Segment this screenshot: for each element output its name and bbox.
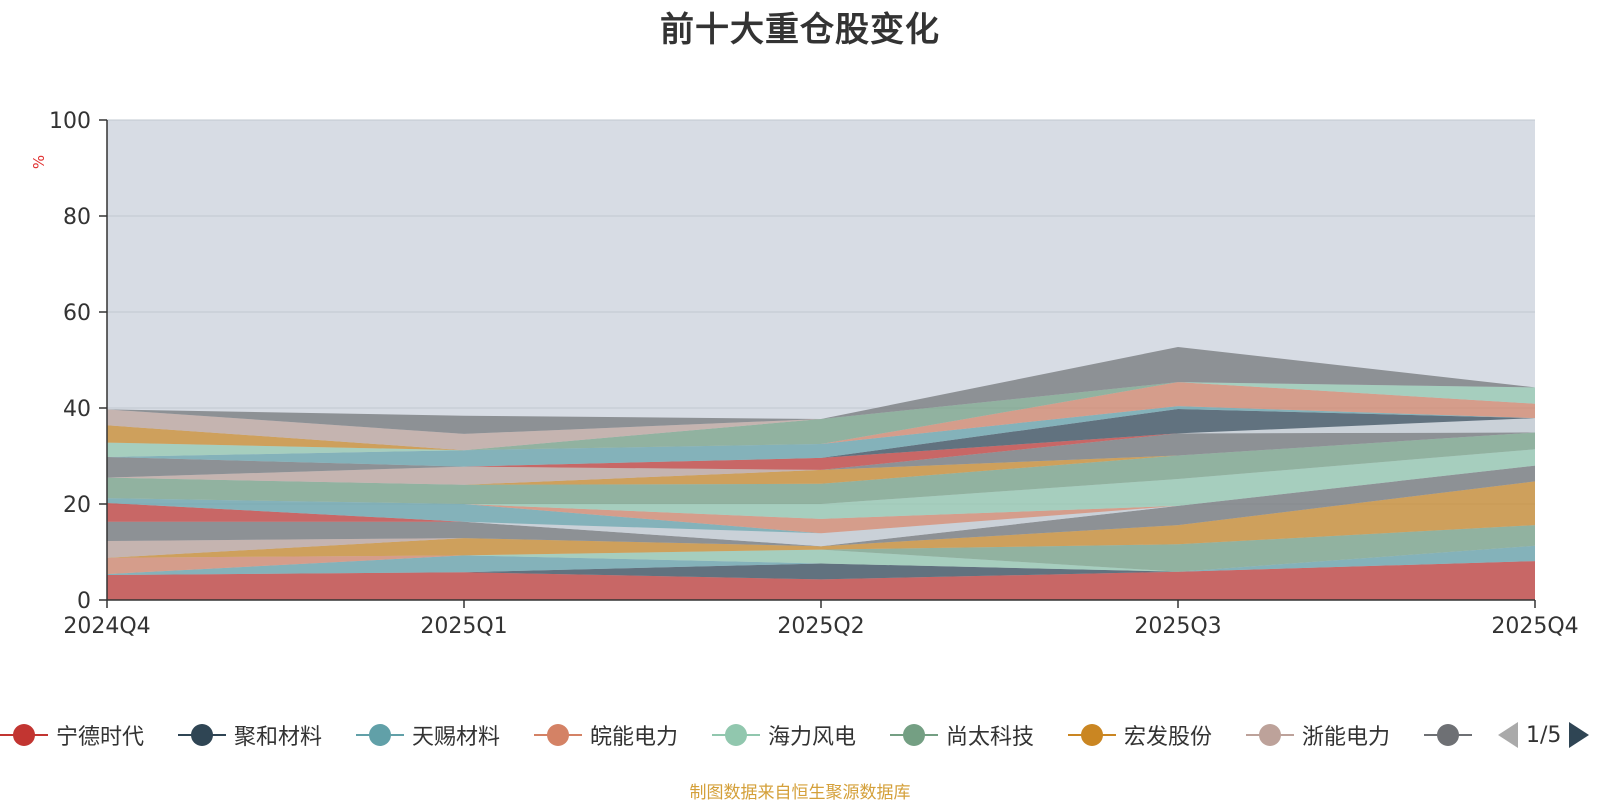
y-axis-unit-label: % [30,155,48,169]
area-series-7 [107,481,1535,558]
legend-marker-icon [178,715,226,755]
legend-marker-icon [890,715,938,755]
area-series-23 [107,406,1535,467]
y-tick-label: 0 [77,589,91,614]
area-series-3 [107,545,1535,575]
area-series-14 [107,465,1535,534]
y-axis-ticks: 0 20 40 60 80 100 [49,109,107,614]
area-series-24 [107,382,1535,457]
legend-item[interactable]: 天赐材料 [356,715,500,755]
x-tick-label: 2025Q1 [420,614,507,639]
x-tick-label: 2025Q2 [777,614,864,639]
area-series-6 [107,525,1535,572]
legend-marker-icon [1246,715,1294,755]
area-series-18 [107,432,1535,485]
area-series-19 [107,432,1535,478]
data-source-note: 制图数据来自恒生聚源数据库 [689,783,911,803]
legend-items: 宁德时代 聚和材料 天赐材料 皖能电力 海力风电 尚太科技 宏发股份 浙能电力 恒 [0,715,1472,755]
y-tick-label: 40 [63,397,91,422]
legend-item[interactable]: 皖能电力 [534,715,678,755]
area-series-group [107,347,1535,600]
legend-page-indicator: 1/5 [1526,722,1562,748]
legend-label: 海力风电 [768,725,857,750]
legend-item[interactable]: 聚和材料 [178,715,322,755]
x-tick-label: 2025Q3 [1134,614,1221,639]
area-series-5 [107,545,1535,572]
area-series-1 [107,561,1535,600]
legend-label: 宁德时代 [56,725,145,750]
area-series-9 [107,465,1535,547]
area-series-13 [107,465,1535,534]
legend-item[interactable]: 宏发股份 [1068,715,1212,755]
legend-label: 皖能电力 [590,725,679,750]
area-series-26 [107,382,1535,451]
legend-marker-icon [1424,715,1472,755]
next-page-icon[interactable] [1569,722,1590,748]
area-series-25 [107,382,1535,457]
area-series-22 [107,409,1535,467]
legend-item[interactable]: 恒 [1424,715,1472,755]
legend-label: 聚和材料 [234,725,323,750]
y-tick-label: 60 [63,301,91,326]
legend: 宁德时代 聚和材料 天赐材料 皖能电力 海力风电 尚太科技 宏发股份 浙能电力 恒 1/5 [0,715,1600,755]
x-tick-label: 2025Q4 [1491,614,1578,639]
area-series-16 [107,432,1535,504]
legend-label: 天赐材料 [412,725,501,750]
legend-label: 宏发股份 [1124,725,1213,750]
area-series-27 [107,382,1535,451]
x-tick-label: 2024Q4 [63,614,150,639]
legend-item[interactable]: 浙能电力 [1246,715,1390,755]
area-series-2 [107,561,1535,580]
chart-title: 前十大重仓股变化 [660,10,940,50]
area-series-15 [107,449,1535,519]
area-series-21 [107,418,1535,470]
area-series-29 [107,347,1535,434]
legend-item[interactable]: 海力风电 [712,715,856,755]
legend-label: 尚太科技 [946,725,1035,750]
legend-marker-icon [712,715,760,755]
legend-marker-icon [1068,715,1116,755]
legend-label: 浙能电力 [1302,725,1391,750]
legend-item[interactable]: 宁德时代 [0,715,144,755]
legend-pager: 1/5 [1498,715,1590,755]
area-series-17 [107,432,1535,485]
legend-item[interactable]: 尚太科技 [890,715,1034,755]
x-axis-ticks: 2024Q4 2025Q1 2025Q2 2025Q3 2025Q4 [63,600,1579,639]
y-tick-label: 100 [49,109,91,134]
y-tick-label: 80 [63,205,91,230]
legend-marker-icon [534,715,582,755]
legend-marker-icon [356,715,404,755]
y-tick-label: 20 [63,493,91,518]
legend-marker-icon [0,715,48,755]
prev-page-icon[interactable] [1498,722,1518,748]
